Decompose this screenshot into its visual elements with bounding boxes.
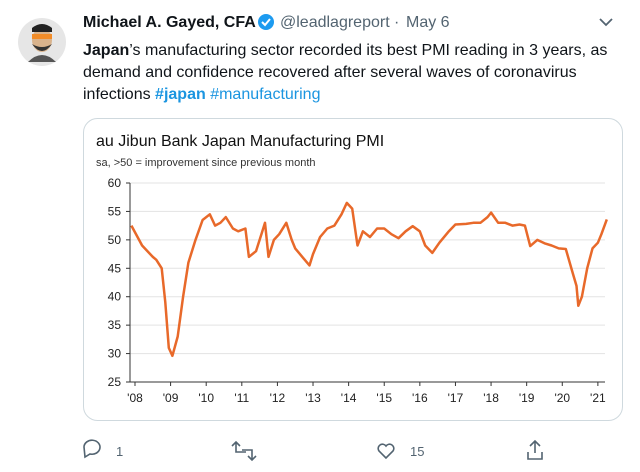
retweet-icon[interactable] xyxy=(231,440,257,462)
avatar[interactable] xyxy=(18,18,66,66)
chart-title: au Jibun Bank Japan Manufacturing PMI xyxy=(96,133,384,150)
y-tick-label: 35 xyxy=(108,318,122,332)
x-tick-label: '12 xyxy=(270,391,286,405)
tweet-text-body: ’s manufacturing sector recorded its bes… xyxy=(83,42,608,103)
tweet-text: Japan’s manufacturing sector recorded it… xyxy=(83,40,628,106)
y-tick-label: 50 xyxy=(108,233,122,247)
tweet-text-bold[interactable]: Japan xyxy=(83,42,130,59)
y-tick-label: 25 xyxy=(108,375,122,389)
y-tick-label: 40 xyxy=(108,290,122,304)
chart-subtitle: sa, >50 = improvement since previous mon… xyxy=(96,157,316,169)
separator: · xyxy=(394,14,399,31)
x-tick-label: '09 xyxy=(163,391,179,405)
hashtag[interactable]: #japan xyxy=(155,86,206,103)
x-tick-label: '18 xyxy=(483,391,499,405)
reply-count: 1 xyxy=(116,444,123,459)
x-tick-label: '16 xyxy=(412,391,428,405)
like-icon[interactable] xyxy=(377,443,395,460)
pmi-line xyxy=(130,201,608,358)
x-tick-label: '19 xyxy=(519,391,535,405)
x-tick-label: '13 xyxy=(305,391,321,405)
x-tick-label: '21 xyxy=(590,391,606,405)
share-icon[interactable] xyxy=(527,439,543,460)
tweet-date[interactable]: May 6 xyxy=(406,14,450,31)
y-tick-label: 30 xyxy=(108,347,122,361)
x-tick-label: '14 xyxy=(341,391,357,405)
y-tick-label: 60 xyxy=(108,176,122,190)
verified-badge xyxy=(258,14,274,30)
chart-card[interactable] xyxy=(83,118,623,421)
hashtag[interactable]: #manufacturing xyxy=(210,86,321,103)
y-tick-label: 45 xyxy=(108,261,122,275)
like-count: 15 xyxy=(410,444,424,459)
x-tick-label: '08 xyxy=(127,391,143,405)
y-tick-label: 55 xyxy=(108,204,122,218)
x-tick-label: '20 xyxy=(554,391,570,405)
action-bar: 1 15 xyxy=(83,439,543,462)
author-handle[interactable]: @leadlagreport xyxy=(280,14,390,31)
plot: 25 30 35 40 45 50 55 60 '08 '09 '10 '11 '12 '13 '14 '15… xyxy=(108,176,608,405)
x-tick-label: '11 xyxy=(234,391,249,405)
x-tick-label: '10 xyxy=(198,391,214,405)
menu-chevron[interactable] xyxy=(599,18,613,27)
author-name[interactable]: Michael A. Gayed, CFA xyxy=(83,14,256,31)
x-tick-label: '15 xyxy=(376,391,392,405)
reply-icon[interactable] xyxy=(83,439,101,459)
x-tick-label: '17 xyxy=(448,391,464,405)
